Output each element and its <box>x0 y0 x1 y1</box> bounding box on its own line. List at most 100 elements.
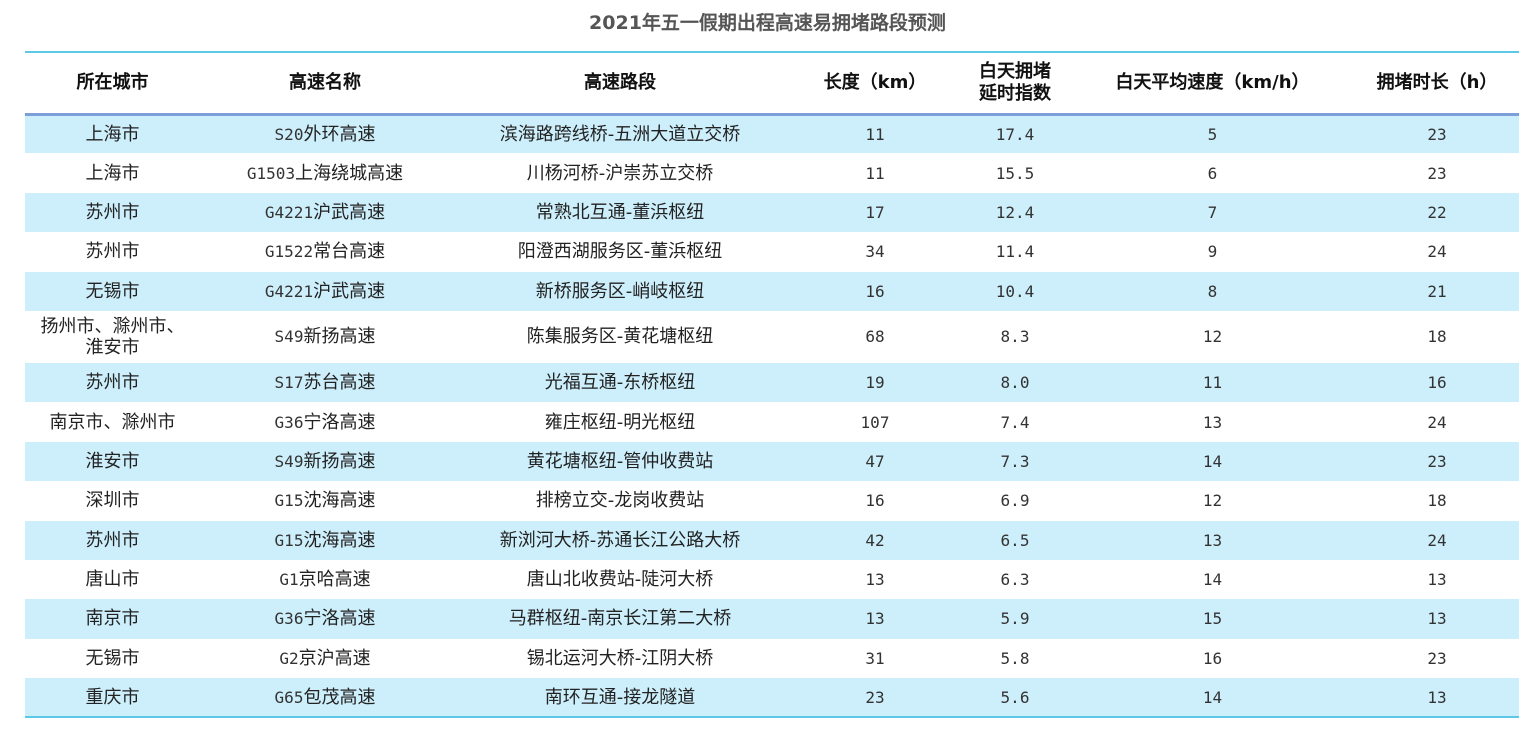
cell-speed: 7 <box>1207 202 1218 222</box>
cell-speed: 14 <box>1202 451 1223 471</box>
cell-hours: 23 <box>1427 648 1447 668</box>
cell-city: 上海市 <box>85 123 140 145</box>
cell-city: 淮安市 <box>85 450 140 472</box>
highway-name: 宁洛高速 <box>303 411 376 433</box>
cell-length: 13 <box>865 570 885 590</box>
cell-hours: 23 <box>1427 451 1447 471</box>
cell-highway-name: S20外环高速 <box>200 114 450 153</box>
cell-highway-name: G36宁洛高速 <box>200 599 450 638</box>
highway-code: G1522 <box>264 242 314 262</box>
cell-speed: 13 <box>1202 530 1223 550</box>
cell-city: 唐山市 <box>85 569 140 591</box>
cell-hours: 16 <box>1427 373 1447 393</box>
highway-code: S20 <box>274 124 304 144</box>
table-row: 苏州市 G15沈海高速 新浏河大桥-苏通长江公路大桥 42 6.5 13 24 <box>25 520 1519 560</box>
cell-speed: 6 <box>1207 163 1218 183</box>
cell-city: 苏州市 <box>85 529 140 551</box>
header-section: 高速路段 <box>584 71 656 93</box>
cell-section: 光福互通-东桥枢纽 <box>544 372 696 394</box>
table-row: 上海市 G1503上海绕城高速 川杨河桥-沪崇苏立交桥 11 15.5 6 23 <box>25 153 1519 192</box>
cell-speed: 5 <box>1207 124 1218 144</box>
cell-length: 17 <box>865 202 885 222</box>
highway-code: S17 <box>274 373 304 393</box>
cell-length: 31 <box>865 648 885 668</box>
cell-length: 16 <box>865 491 885 511</box>
highway-name: 京哈高速 <box>298 569 371 591</box>
table-row: 无锡市 G2京沪高速 锡北运河大桥-江阴大桥 31 5.8 16 23 <box>25 639 1519 678</box>
cell-highway-name: G15沈海高速 <box>200 481 450 520</box>
highway-name: 包茂高速 <box>303 686 376 708</box>
cell-delay-index: 7.4 <box>1000 412 1030 432</box>
highway-code: G4221 <box>264 281 314 301</box>
cell-delay-index: 5.9 <box>1000 609 1030 629</box>
cell-delay-index: 5.6 <box>1000 687 1030 707</box>
cell-length: 107 <box>860 412 890 432</box>
cell-section: 马群枢纽-南京长江第二大桥 <box>508 608 732 630</box>
cell-highway-name: G1522常台高速 <box>200 232 450 271</box>
table-title: 2021年五一假期出程高速易拥堵路段预测 <box>589 12 946 34</box>
header-speed: 白天平均速度（km/h） <box>1115 71 1310 93</box>
table-row: 苏州市 G4221沪武高速 常熟北互通-董浜枢纽 17 12.4 7 22 <box>25 192 1519 233</box>
cell-hours: 21 <box>1427 281 1447 301</box>
cell-highway-name: G65包茂高速 <box>200 678 450 717</box>
header-delay-index-line2: 延时指数 <box>979 82 1051 104</box>
cell-length: 42 <box>865 530 885 550</box>
highway-code: G1503 <box>246 163 296 183</box>
highway-code: G1 <box>279 570 299 590</box>
cell-delay-index: 5.8 <box>1000 648 1030 668</box>
cell-section: 排榜立交-龙岗收费站 <box>535 490 705 512</box>
cell-hours: 18 <box>1427 491 1447 511</box>
cell-hours: 13 <box>1427 570 1447 590</box>
cell-hours: 23 <box>1427 124 1447 144</box>
highway-code: G2 <box>279 648 299 668</box>
cell-section: 阳澄西湖服务区-董浜枢纽 <box>517 241 723 263</box>
cell-speed: 14 <box>1202 570 1223 590</box>
highway-name: 新扬高速 <box>303 326 376 348</box>
highway-name: 苏台高速 <box>303 372 376 394</box>
cell-hours: 22 <box>1427 202 1447 222</box>
cell-city: 无锡市 <box>85 647 140 669</box>
cell-highway-name: G4221沪武高速 <box>200 272 450 311</box>
cell-delay-index: 15.5 <box>995 163 1035 183</box>
highway-code: G36 <box>274 609 304 629</box>
highway-code: S49 <box>274 451 304 471</box>
cell-section: 陈集服务区-黄花塘枢纽 <box>526 326 714 348</box>
table-row: 南京市、滁州市 G36宁洛高速 雍庄枢纽-明光枢纽 107 7.4 13 24 <box>25 402 1519 441</box>
highway-name: 新扬高速 <box>303 450 376 472</box>
cell-section: 黄花塘枢纽-管仲收费站 <box>526 450 714 472</box>
highway-code: G65 <box>274 687 304 707</box>
cell-length: 11 <box>865 124 885 144</box>
cell-speed: 8 <box>1207 281 1218 301</box>
cell-speed: 16 <box>1202 648 1223 668</box>
header-length: 长度（km） <box>823 71 927 93</box>
highway-code: G15 <box>274 491 304 511</box>
cell-delay-index: 6.9 <box>1000 491 1030 511</box>
cell-section: 锡北运河大桥-江阴大桥 <box>526 647 714 669</box>
table-row: 南京市 G36宁洛高速 马群枢纽-南京长江第二大桥 13 5.9 15 13 <box>25 599 1519 639</box>
cell-city: 苏州市 <box>85 372 140 394</box>
cell-length: 68 <box>865 327 885 347</box>
cell-highway-name: S17苏台高速 <box>200 363 450 402</box>
cell-highway-name: G2京沪高速 <box>200 639 450 678</box>
cell-section: 南环互通-接龙隧道 <box>544 686 696 708</box>
highway-name: 常台高速 <box>313 241 386 263</box>
cell-section: 新浏河大桥-苏通长江公路大桥 <box>499 529 741 551</box>
cell-hours: 24 <box>1427 530 1447 550</box>
cell-highway-name: G1京哈高速 <box>200 560 450 599</box>
cell-delay-index: 17.4 <box>995 124 1035 144</box>
cell-city: 无锡市 <box>85 280 140 302</box>
highway-name: 沈海高速 <box>303 490 376 512</box>
highway-name: 沪武高速 <box>313 280 386 302</box>
cell-highway-name: S49新扬高速 <box>200 442 450 481</box>
header-highway-name: 高速名称 <box>289 71 361 93</box>
cell-delay-index: 8.3 <box>1000 327 1030 347</box>
cell-delay-index: 7.3 <box>1000 451 1030 471</box>
cell-hours: 23 <box>1427 163 1447 183</box>
highway-code: G15 <box>274 530 304 550</box>
cell-city: 上海市 <box>85 162 140 184</box>
cell-section: 常熟北互通-董浜枢纽 <box>535 201 705 223</box>
cell-city: 苏州市 <box>85 201 140 223</box>
cell-delay-index: 6.5 <box>1000 530 1030 550</box>
header-hours: 拥堵时长（h） <box>1376 71 1498 93</box>
header-delay-index: 白天拥堵 延时指数 <box>960 52 1070 114</box>
